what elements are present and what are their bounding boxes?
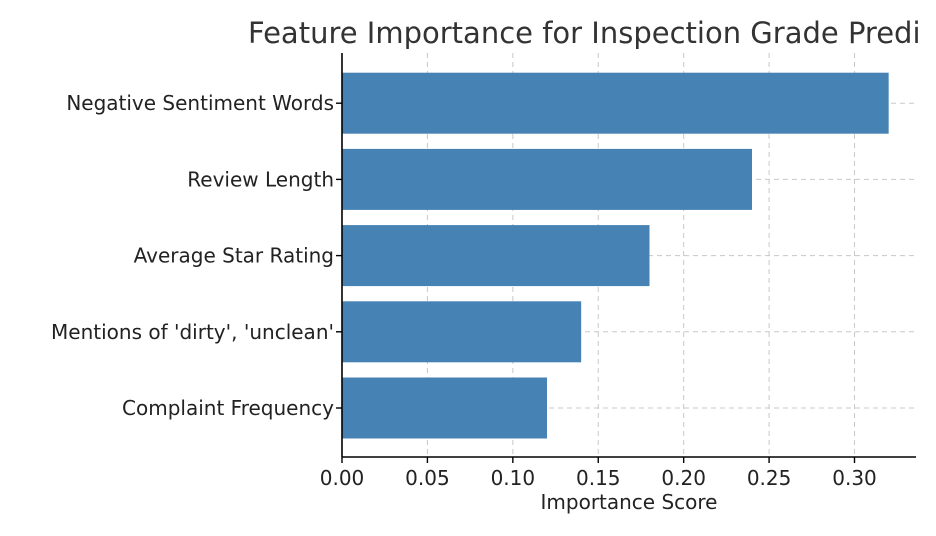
bar-1 <box>342 301 582 363</box>
bar-4 <box>342 72 889 134</box>
y-tick-label: Review Length <box>187 167 334 191</box>
y-tick-label: Mentions of 'dirty', 'unclean' <box>51 320 334 344</box>
x-axis-label: Importance Score <box>541 490 718 514</box>
bar-3 <box>342 148 752 210</box>
x-tick-label: 0.10 <box>491 466 536 490</box>
y-tick-label: Negative Sentiment Words <box>66 91 334 115</box>
x-tick-label: 0.15 <box>576 466 621 490</box>
y-tick-label: Average Star Rating <box>134 244 334 268</box>
labels-layer: 0.00 0.05 0.10 0.15 0.20 0.25 0.30 Complaint Fr… <box>51 91 877 490</box>
bar-2 <box>342 225 650 287</box>
chart-title: Feature Importance for Inspection Grade … <box>248 16 921 50</box>
y-tick-label: Complaint Frequency <box>122 396 334 420</box>
x-tick-label: 0.20 <box>661 466 706 490</box>
x-tick-label: 0.25 <box>747 466 792 490</box>
x-tick-label: 0.00 <box>320 466 365 490</box>
axes-layer <box>336 53 916 463</box>
bar-0 <box>342 377 547 439</box>
x-tick-label: 0.05 <box>405 466 450 490</box>
bars-layer <box>342 72 889 439</box>
x-tick-label: 0.30 <box>832 466 877 490</box>
